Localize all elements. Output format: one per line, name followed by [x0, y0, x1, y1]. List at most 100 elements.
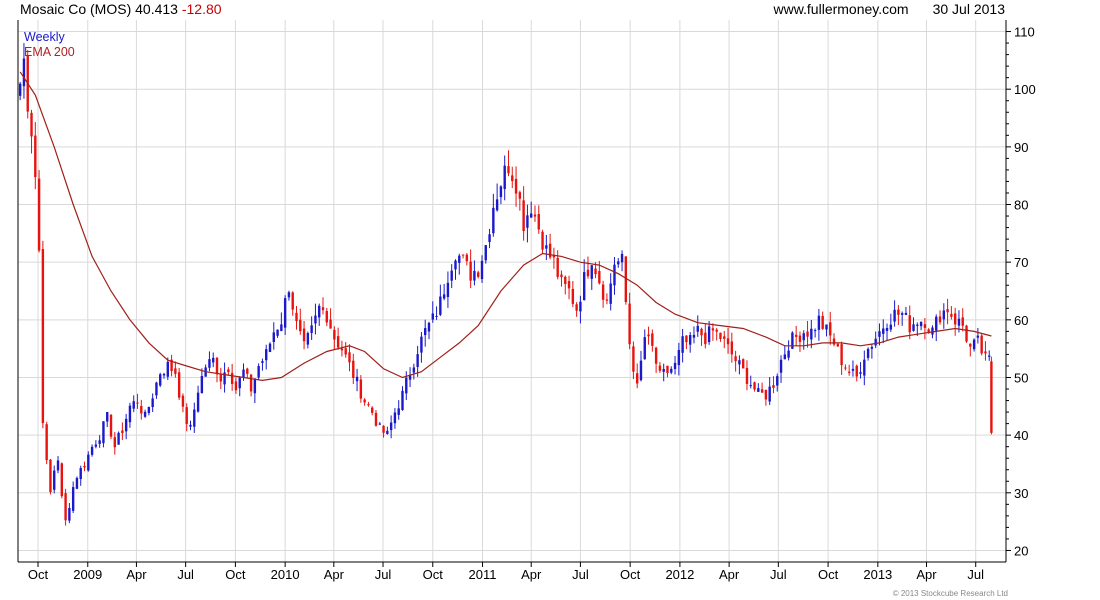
candle-body — [367, 404, 370, 406]
candle-body — [60, 463, 64, 497]
candle-body — [87, 454, 90, 471]
candle-body — [866, 348, 870, 358]
x-tick-label: Oct — [423, 567, 444, 582]
candle-body — [374, 412, 378, 426]
candle-body — [435, 315, 438, 317]
x-tick-label: Apr — [719, 567, 740, 582]
candle-body — [124, 418, 128, 432]
candle-body — [817, 315, 821, 330]
candle-body — [336, 336, 340, 348]
x-tick-label: Oct — [818, 567, 839, 582]
website-link[interactable]: www.fullermoney.com — [773, 1, 909, 17]
candle-body — [526, 215, 529, 228]
candle-body — [738, 360, 741, 365]
candle-body — [776, 376, 779, 386]
candle-body — [401, 390, 404, 411]
chart-date: 30 Jul 2013 — [932, 1, 1005, 17]
candle-body — [227, 369, 230, 373]
candle-body — [446, 282, 450, 298]
candle-body — [681, 336, 684, 353]
x-tick-label: Jul — [572, 567, 589, 582]
candle-body — [386, 430, 389, 434]
candle-body — [166, 361, 169, 377]
candle-body — [306, 333, 310, 345]
candle-body — [193, 409, 196, 427]
candle-body — [972, 339, 976, 350]
candle-body — [741, 359, 745, 369]
candle-body — [734, 356, 737, 362]
candle-body — [859, 372, 862, 374]
candle-body — [200, 376, 204, 393]
candle-body — [113, 437, 116, 448]
candle-body — [957, 318, 961, 326]
candle-body — [988, 355, 991, 357]
candle-body — [268, 343, 272, 352]
candle-body — [469, 261, 472, 281]
candle-body — [829, 322, 832, 336]
candle-body — [745, 367, 749, 384]
candle-body — [787, 350, 790, 358]
candle-body — [613, 264, 616, 286]
x-tick-label: Jul — [967, 567, 984, 582]
candle-body — [442, 294, 446, 299]
candle-body — [159, 374, 162, 386]
candle-body — [518, 192, 522, 199]
candle-body — [371, 407, 374, 413]
candle-body — [904, 312, 908, 315]
candle-body — [605, 299, 609, 301]
candle-body — [132, 401, 135, 409]
candle-body — [806, 331, 809, 337]
candle-body — [990, 361, 993, 433]
candle-body — [49, 459, 52, 493]
candle-body — [662, 368, 665, 372]
candle-body — [170, 359, 173, 372]
candle-body — [314, 315, 317, 324]
candle-body — [333, 329, 336, 340]
candle-body — [56, 460, 60, 471]
candle-body — [185, 407, 188, 424]
y-tick-label: 30 — [1014, 486, 1028, 501]
x-tick-label: Apr — [324, 567, 345, 582]
candle-body — [753, 382, 756, 390]
candle-body — [821, 315, 824, 329]
candle-body — [208, 359, 211, 368]
candle-body — [950, 313, 953, 317]
candle-body — [601, 284, 605, 300]
candle-body — [408, 375, 412, 380]
candle-body — [938, 316, 942, 323]
candle-body — [458, 255, 461, 263]
candle-body — [302, 328, 306, 342]
candle-body — [670, 368, 673, 373]
candle-body — [564, 276, 567, 285]
candle-body — [511, 175, 514, 182]
candle-body — [976, 335, 980, 338]
candle-body — [548, 243, 552, 258]
candle-body — [529, 213, 533, 218]
candle-body — [654, 347, 658, 364]
candle-body — [658, 365, 662, 371]
candle-body — [582, 272, 586, 301]
candle-body — [757, 388, 760, 392]
candle-body — [450, 270, 453, 281]
candle-body — [389, 422, 393, 431]
candle-body — [840, 344, 843, 366]
candle-body — [484, 245, 487, 261]
candle-body — [711, 328, 715, 331]
candle-body — [772, 385, 775, 388]
candle-body — [18, 83, 22, 96]
candle-body — [352, 360, 355, 379]
candle-body — [253, 378, 257, 394]
candle-body — [321, 307, 325, 311]
y-tick-label: 60 — [1014, 313, 1028, 328]
candle-body — [503, 165, 506, 190]
candle-body — [257, 366, 260, 378]
candle-body — [692, 334, 696, 338]
candle-body — [571, 288, 575, 304]
candle-body — [140, 405, 143, 414]
candle-body — [106, 412, 109, 422]
candle-body — [382, 425, 385, 433]
candle-body — [673, 362, 677, 370]
candle-body — [620, 253, 624, 263]
x-tick-label: 2009 — [73, 567, 102, 582]
